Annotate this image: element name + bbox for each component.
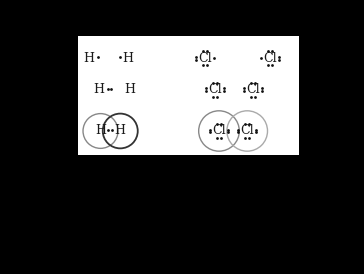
Text: Cl: Cl — [212, 124, 226, 138]
Text: H: H — [124, 83, 136, 96]
Text: Cl: Cl — [246, 83, 260, 96]
Bar — [78, 36, 300, 155]
Text: H: H — [84, 52, 95, 65]
Text: H: H — [115, 124, 126, 138]
Text: Cl: Cl — [198, 52, 212, 65]
Text: H: H — [94, 83, 104, 96]
Text: Cl: Cl — [240, 124, 254, 138]
Text: H: H — [95, 124, 106, 138]
Text: H: H — [122, 52, 133, 65]
Text: Cl: Cl — [263, 52, 277, 65]
Text: Cl: Cl — [208, 83, 222, 96]
